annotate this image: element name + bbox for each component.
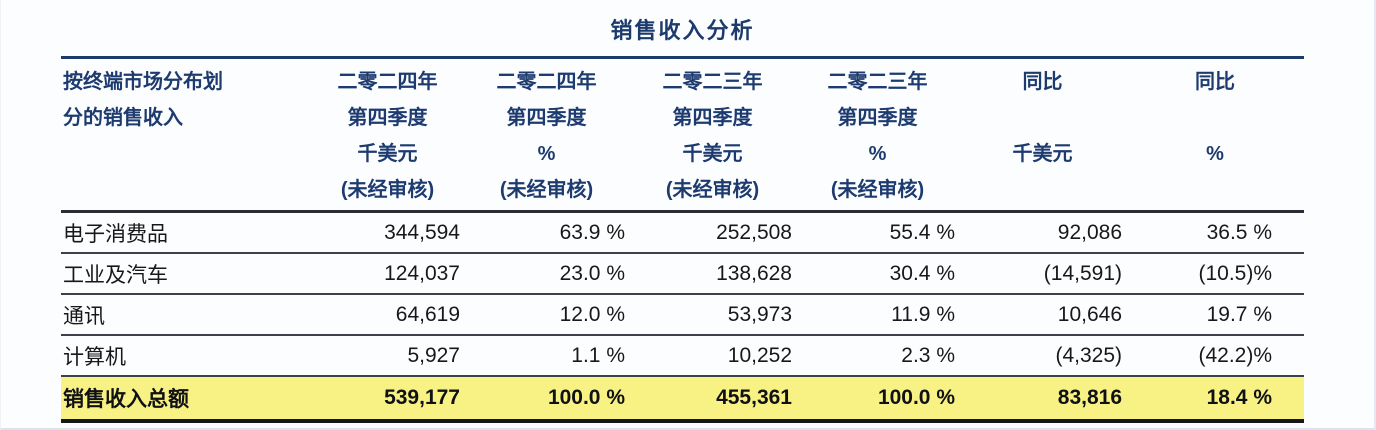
- total-label: 销售收入总额: [61, 376, 311, 423]
- header-line: (未经审核): [499, 179, 594, 201]
- table-header-row: 按终端市场分布划 分的销售收入 二零二四年 第四季度 千美元 (未经审核) 二零…: [61, 57, 1304, 213]
- total-value: 100.0 %: [796, 376, 959, 423]
- header-line: 二零二三年: [827, 71, 928, 93]
- cell-value: 12.0 %: [464, 294, 629, 336]
- header-line: 第四季度: [347, 107, 428, 129]
- cell-value: 36.5 %: [1126, 211, 1304, 254]
- header-line: 千美元: [682, 143, 743, 165]
- cell-value: 92,086: [959, 211, 1126, 254]
- header-line: [1126, 100, 1304, 136]
- header-line: (未经审核): [665, 179, 760, 201]
- cell-value: 138,628: [629, 253, 796, 295]
- total-row: 销售收入总额 539,177 100.0 % 455,361 100.0 % 8…: [61, 376, 1304, 423]
- header-line: [959, 100, 1126, 136]
- header-line: (未经审核): [340, 179, 435, 201]
- header-line: %: [537, 143, 556, 165]
- cell-value: (10.5)%: [1126, 253, 1304, 295]
- cell-value: 30.4 %: [796, 253, 959, 295]
- cell-value: 63.9 %: [464, 211, 629, 254]
- cell-value: 10,646: [959, 294, 1126, 336]
- cell-value: (14,591): [959, 253, 1126, 295]
- cell-value: 124,037: [311, 253, 464, 295]
- header-line: 千美元: [357, 143, 418, 165]
- sales-revenue-table: 按终端市场分布划 分的销售收入 二零二四年 第四季度 千美元 (未经审核) 二零…: [61, 56, 1304, 423]
- header-line: %: [868, 143, 887, 165]
- cell-value: 2.3 %: [796, 335, 959, 377]
- cell-value: 1.1 %: [464, 335, 629, 377]
- header-line: 第四季度: [506, 107, 587, 129]
- header-line: 同比: [1022, 71, 1063, 93]
- header-col-2023q4-usd: 二零二三年 第四季度 千美元 (未经审核): [629, 57, 796, 213]
- cell-value: 344,594: [311, 211, 464, 254]
- cell-value: 53,973: [629, 294, 796, 336]
- cell-value: (42.2)%: [1126, 335, 1304, 377]
- table-row: 电子消费品 344,594 63.9 % 252,508 55.4 % 92,0…: [61, 211, 1304, 254]
- header-col-2024q4-usd: 二零二四年 第四季度 千美元 (未经审核): [311, 57, 464, 213]
- cell-value: 64,619: [311, 294, 464, 336]
- cell-value: 10,252: [629, 335, 796, 377]
- table-row: 通讯 64,619 12.0 % 53,973 11.9 % 10,646 19…: [61, 294, 1304, 336]
- header-line: 二零二四年: [496, 71, 597, 93]
- header-line: 分的销售收入: [63, 107, 183, 129]
- total-value: 539,177: [311, 376, 464, 423]
- cell-value: 252,508: [629, 211, 796, 254]
- header-line: %: [1206, 143, 1224, 165]
- total-value: 18.4 %: [1126, 376, 1304, 423]
- total-value: 83,816: [959, 376, 1126, 423]
- header-line: [1126, 172, 1304, 208]
- header-col-market-split: 按终端市场分布划 分的销售收入: [61, 57, 311, 213]
- header-line: 千美元: [1012, 143, 1073, 165]
- cell-value: 19.7 %: [1126, 294, 1304, 336]
- header-line: 二零二四年: [337, 71, 438, 93]
- total-value: 455,361: [629, 376, 796, 423]
- row-label: 工业及汽车: [61, 253, 311, 295]
- header-col-2023q4-pct: 二零二三年 第四季度 % (未经审核): [796, 57, 959, 213]
- header-line: 第四季度: [837, 107, 918, 129]
- cell-value: 5,927: [311, 335, 464, 377]
- cell-value: 23.0 %: [464, 253, 629, 295]
- table-row: 工业及汽车 124,037 23.0 % 138,628 30.4 % (14,…: [61, 253, 1304, 295]
- header-line: (未经审核): [830, 179, 925, 201]
- cell-value: 11.9 %: [796, 294, 959, 336]
- header-line: 二零二三年: [662, 71, 763, 93]
- header-col-2024q4-pct: 二零二四年 第四季度 % (未经审核): [464, 57, 629, 213]
- header-col-yoy-pct: 同比 %: [1126, 57, 1304, 213]
- total-value: 100.0 %: [464, 376, 629, 423]
- cell-value: 55.4 %: [796, 211, 959, 254]
- table-row: 计算机 5,927 1.1 % 10,252 2.3 % (4,325) (42…: [61, 335, 1304, 377]
- cell-value: (4,325): [959, 335, 1126, 377]
- header-line: 按终端市场分布划: [63, 71, 223, 93]
- row-label: 计算机: [61, 335, 311, 377]
- header-line: 同比: [1195, 71, 1235, 93]
- page-title: 销售收入分析: [610, 18, 755, 43]
- header-col-yoy-usd: 同比 千美元: [959, 57, 1126, 213]
- header-line: [959, 172, 1126, 208]
- row-label: 电子消费品: [61, 211, 311, 254]
- header-line: 第四季度: [672, 107, 753, 129]
- row-label: 通讯: [61, 294, 311, 336]
